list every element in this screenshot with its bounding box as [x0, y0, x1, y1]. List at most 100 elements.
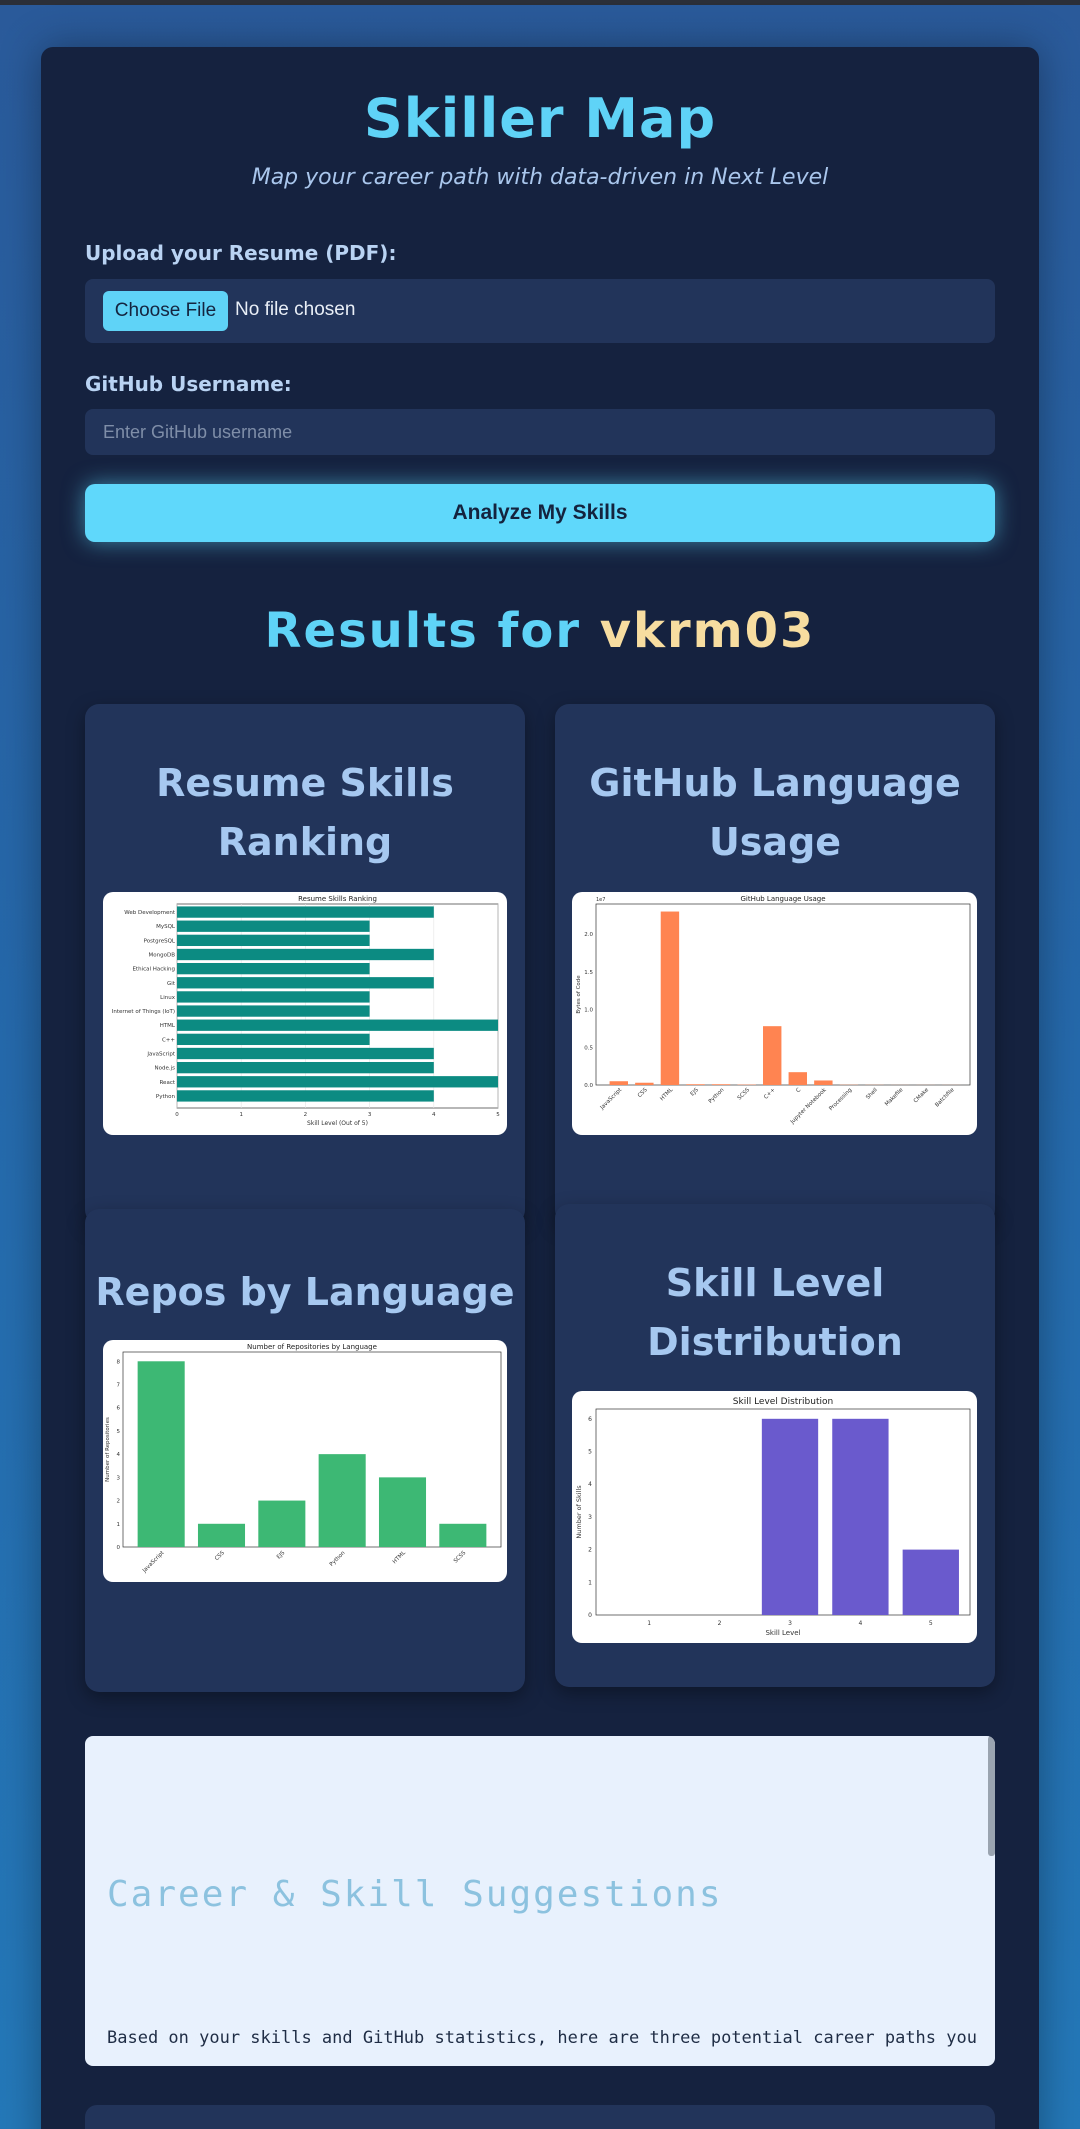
bar: [814, 1080, 833, 1085]
analyze-skills-button[interactable]: Analyze My Skills: [85, 484, 995, 542]
y-tick-label: C++: [162, 1037, 175, 1043]
y-tick-label: MongoDB: [149, 953, 176, 959]
bar: [686, 1084, 705, 1085]
y-axis-label: Bytes of Code: [576, 975, 582, 1014]
y-tick-label: 0: [117, 1545, 121, 1551]
bar: [660, 911, 680, 1085]
bar: [177, 948, 434, 961]
bar: [761, 1418, 819, 1615]
plot-frame: [595, 903, 971, 1086]
github-username-label: GitHub Username:: [85, 372, 292, 396]
repos-by-language-card: Repos by Language Number of Repositories…: [85, 1209, 525, 1692]
bar: [177, 1047, 434, 1060]
bar: [177, 934, 370, 947]
bar: [763, 1026, 782, 1085]
choose-file-button[interactable]: Choose File: [103, 291, 228, 331]
skill-distribution-card: Skill Level Distribution Skill Level Dis…: [555, 1204, 995, 1687]
y-tick-label: Git: [167, 981, 176, 987]
repos-by-language-chart: Number of Repositories by Language 0 1 2 3 4 5…: [103, 1340, 507, 1582]
resume-skills-title: Resume Skills Ranking: [156, 761, 454, 864]
bar: [177, 977, 434, 989]
bar: [177, 1033, 370, 1046]
y-tick-label: 2: [117, 1499, 121, 1505]
career-suggestions-panel[interactable]: Career & Skill Suggestions Based on your…: [85, 1736, 995, 2066]
y-tick-label: 1.5: [584, 970, 593, 976]
bar: [177, 1019, 498, 1031]
repos-by-language-title: Repos by Language: [95, 1270, 515, 1314]
resume-file-input[interactable]: Choose File No file chosen: [85, 279, 995, 343]
x-tick-label: 4: [432, 1112, 436, 1118]
x-tick-label: Makefile: [884, 1087, 905, 1108]
bar: [177, 906, 434, 918]
results-username: vkrm03: [599, 603, 816, 659]
github-language-chart: GitHub Language Usage 1e7 0.0 0.5 1.0 1.5 2.0 B…: [572, 892, 977, 1135]
chart-title: GitHub Language Usage: [740, 895, 825, 903]
bar: [832, 1418, 889, 1615]
x-tick-label: 5: [496, 1112, 500, 1118]
x-tick-label: C: [795, 1087, 802, 1094]
y-tick-label: 5: [117, 1429, 121, 1435]
x-tick-label: 1: [647, 1620, 651, 1627]
bar: [197, 1523, 246, 1547]
x-tick-label: 3: [788, 1620, 792, 1627]
resume-skills-card: Resume Skills Ranking Resume Skills Rank…: [85, 704, 525, 1224]
career-suggestions-title: Career & Skill Suggestions: [107, 1874, 723, 1915]
github-username-input[interactable]: [85, 409, 995, 455]
x-tick-label: Jupyter Notebook: [789, 1087, 828, 1126]
y-tick-label: 2: [588, 1547, 592, 1554]
bar: [137, 1361, 185, 1547]
career-suggestions-text: Based on your skills and GitHub statisti…: [107, 2028, 977, 2048]
file-status-text: No file chosen: [235, 299, 356, 320]
results-heading: Results for vkrm03: [41, 603, 1039, 659]
x-tick-label: C++: [763, 1087, 777, 1101]
x-tick-label: 5: [929, 1620, 933, 1627]
window-top-bar: [0, 0, 1080, 5]
suggestions-scrollbar[interactable]: [988, 1736, 995, 1856]
x-tick-label: Batchfile: [934, 1087, 956, 1109]
resume-skills-chart: Resume Skills Ranking 0 1 2 3 4 5 Python React No…: [103, 892, 507, 1135]
x-tick-label: SCSS: [453, 1550, 468, 1565]
x-tick-label: Python: [708, 1087, 726, 1105]
bar: [378, 1477, 427, 1547]
page-subtitle: Map your career path with data-driven in…: [251, 165, 829, 190]
y-tick-label: 3: [588, 1514, 592, 1521]
x-tick-label: JavaScript: [599, 1087, 624, 1112]
page-title: Skiller Map: [363, 87, 717, 150]
bar: [318, 1454, 366, 1547]
chart-title: Skill Level Distribution: [733, 1397, 833, 1407]
x-tick-label: Shell: [865, 1087, 879, 1101]
x-tick-label: HTML: [392, 1550, 408, 1566]
y-tick-label: 2.0: [584, 932, 593, 938]
y-axis-label: Number of Repositories: [105, 1417, 111, 1482]
y-tick-label: 8: [117, 1359, 121, 1365]
chart-title: Number of Repositories by Language: [247, 1343, 377, 1351]
results-prefix: Results for: [264, 603, 582, 659]
y-tick-label: 6: [117, 1406, 121, 1412]
chart-title: Resume Skills Ranking: [298, 895, 377, 903]
bar: [177, 920, 370, 932]
bar: [177, 1076, 498, 1088]
github-language-title: GitHub Language Usage: [589, 761, 961, 864]
skill-distribution-chart: Skill Level Distribution 0 1 2 3 4 5 6 Number of…: [572, 1391, 977, 1643]
y-tick-label: HTML: [160, 1023, 176, 1029]
resume-upload-label: Upload your Resume (PDF):: [85, 241, 397, 265]
x-tick-label: 2: [304, 1112, 308, 1118]
bar: [258, 1500, 306, 1547]
y-tick-label: JavaScript: [146, 1052, 175, 1058]
y-tick-label: 0: [588, 1612, 592, 1619]
y-tick-label: MySQL: [156, 924, 176, 930]
bar: [711, 1084, 731, 1085]
y-tick-label: PostgreSQL: [144, 938, 176, 944]
x-tick-label: CSS: [637, 1087, 649, 1099]
x-tick-label: JavaScript: [141, 1550, 166, 1575]
bar: [788, 1072, 807, 1085]
x-tick-label: Processing: [828, 1087, 853, 1112]
bar: [609, 1081, 628, 1085]
x-tick-label: HTML: [659, 1087, 675, 1103]
x-tick-label: 0: [175, 1112, 179, 1118]
main-container: Skiller Map Map your career path with da…: [41, 47, 1039, 2129]
x-tick-label: Python: [329, 1550, 347, 1568]
next-card: [85, 2105, 995, 2129]
y-tick-label: 0.0: [584, 1083, 593, 1089]
axis-scale-label: 1e7: [596, 897, 605, 903]
